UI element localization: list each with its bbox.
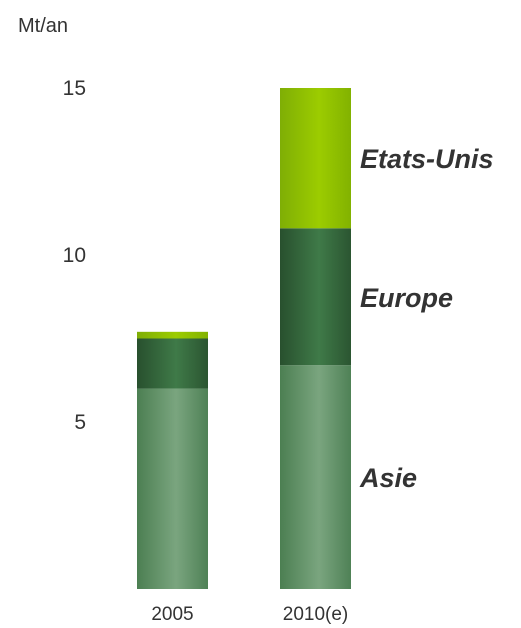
bar-etats-unis-2005	[137, 331, 208, 339]
y-axis-unit-label: Mt/an	[18, 15, 68, 37]
x-axis-labels: 2005 2010(e)	[151, 604, 348, 625]
y-tick-label-5: 5	[74, 411, 86, 434]
bar-europe-2005	[137, 338, 208, 389]
series-labels: Asie Europe Etats-Unis	[359, 144, 494, 493]
series-label-europe: Europe	[360, 283, 453, 313]
bar-europe-2010-e	[280, 228, 351, 366]
y-tick-label-10: 10	[63, 244, 86, 267]
x-label-2005: 2005	[151, 604, 193, 625]
bar-asie-2010-e	[280, 365, 351, 589]
x-label-2010-e: 2010(e)	[283, 604, 349, 625]
bars	[137, 88, 351, 589]
series-label-etats-unis: Etats-Unis	[360, 144, 494, 174]
y-tick-label-15: 15	[63, 77, 86, 100]
series-label-asie: Asie	[359, 463, 417, 493]
bar-etats-unis-2010-e	[280, 88, 351, 229]
bar-asie-2005	[137, 388, 208, 589]
y-axis-ticks: 5 10 15	[63, 77, 86, 434]
